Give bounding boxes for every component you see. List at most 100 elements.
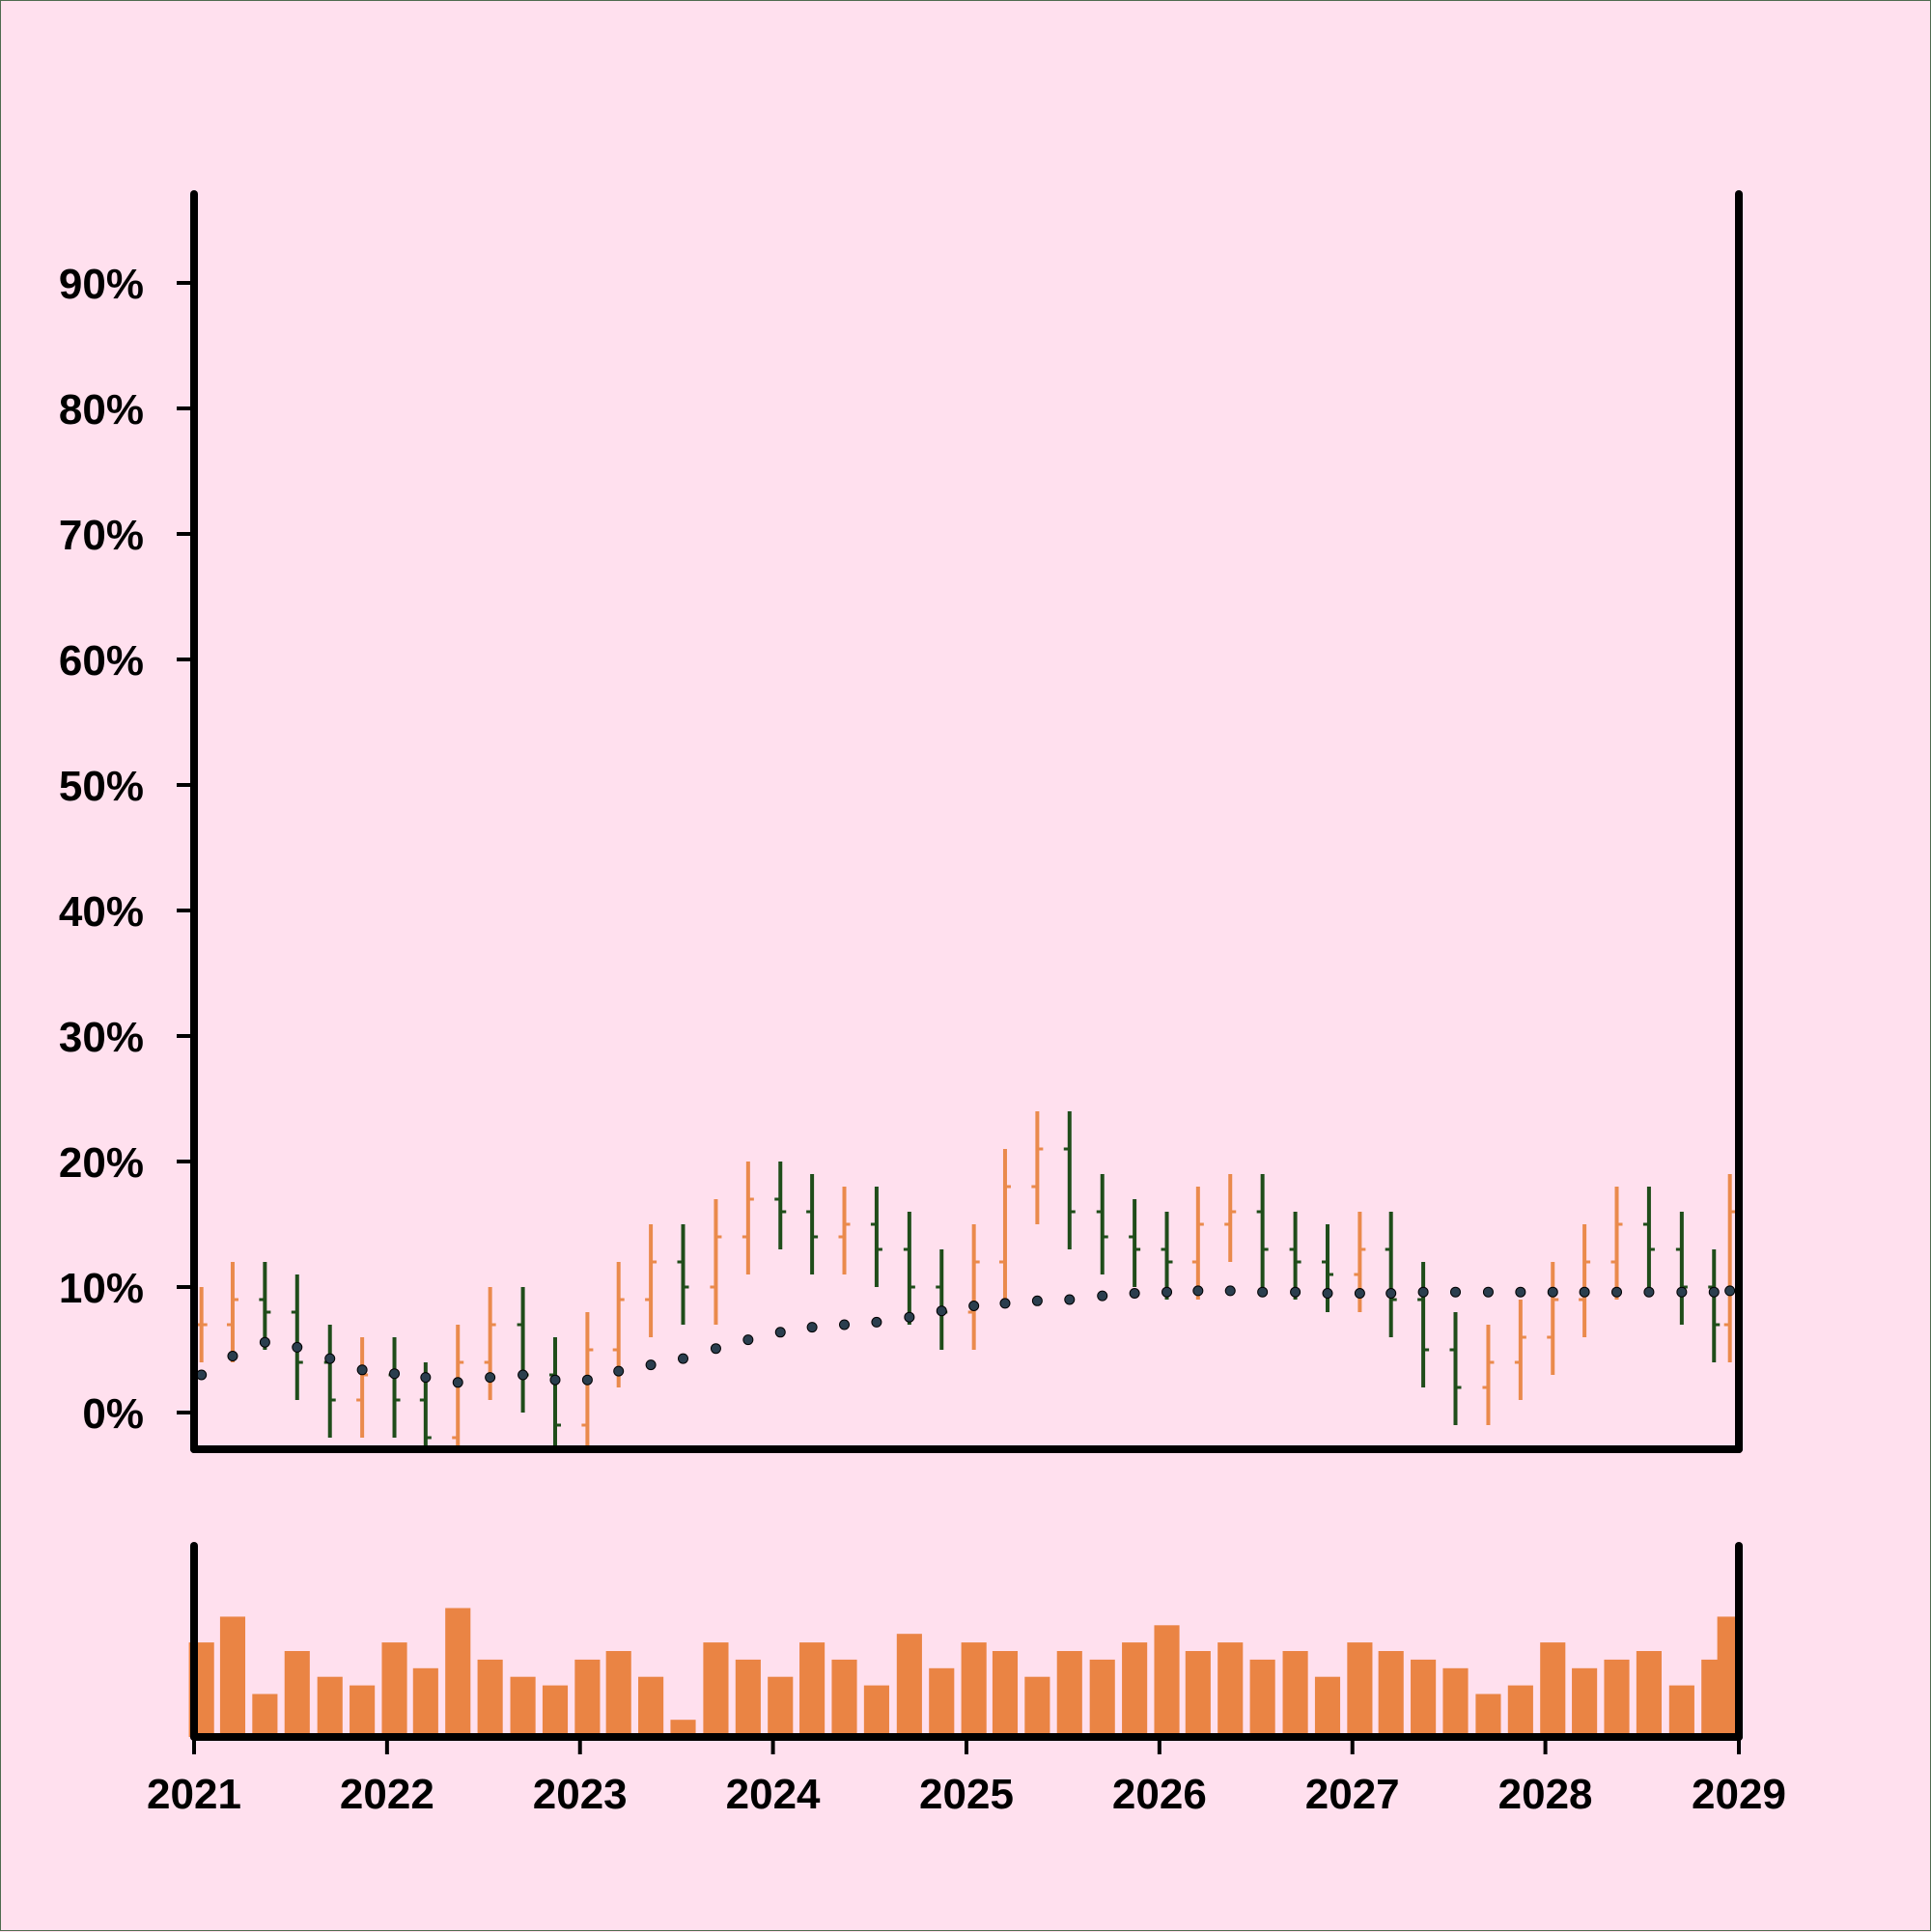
volume-bar bbox=[863, 1685, 889, 1737]
moving-average-dot bbox=[1579, 1286, 1590, 1298]
moving-average-dot bbox=[806, 1322, 818, 1333]
volume-bar bbox=[1347, 1642, 1373, 1737]
moving-average-dot bbox=[710, 1343, 721, 1355]
volume-bar bbox=[252, 1694, 278, 1737]
volume-bar bbox=[574, 1659, 601, 1737]
moving-average-dot bbox=[1385, 1288, 1397, 1299]
moving-average-dot bbox=[259, 1336, 270, 1348]
moving-average-dot bbox=[1290, 1286, 1301, 1298]
moving-average-dot bbox=[1031, 1295, 1043, 1306]
moving-average-dot bbox=[1161, 1286, 1173, 1298]
moving-average-dot bbox=[420, 1372, 432, 1384]
moving-average-dot bbox=[1547, 1286, 1558, 1298]
y-tick-label: 20% bbox=[59, 1139, 144, 1187]
volume-bar bbox=[1636, 1651, 1662, 1737]
volume-bar bbox=[1249, 1659, 1275, 1737]
moving-average-dot bbox=[324, 1353, 336, 1364]
volume-bar bbox=[1668, 1685, 1694, 1737]
x-tick-label: 2022 bbox=[340, 1771, 434, 1818]
moving-average-dot bbox=[485, 1372, 496, 1384]
moving-average-dot bbox=[1676, 1286, 1688, 1298]
x-axis-ticks: 2021 2022 2023 2024 2025 2026 2027 2028 2029 bbox=[147, 1737, 1786, 1818]
volume-bar bbox=[1122, 1642, 1148, 1737]
y-tick-label: 50% bbox=[59, 763, 144, 810]
moving-average-dot bbox=[227, 1351, 238, 1361]
volume-bar bbox=[1282, 1651, 1308, 1737]
moving-average-dot bbox=[356, 1364, 368, 1376]
moving-average-dot bbox=[999, 1298, 1011, 1309]
moving-average-dot bbox=[1611, 1286, 1623, 1298]
volume-bar bbox=[831, 1659, 857, 1737]
moving-average-dot bbox=[292, 1341, 303, 1353]
volume-bar bbox=[219, 1616, 246, 1737]
x-tick-label: 2024 bbox=[726, 1771, 821, 1818]
moving-average-dot bbox=[1417, 1286, 1429, 1298]
moving-average-dot bbox=[839, 1319, 851, 1330]
x-tick-label: 2021 bbox=[147, 1771, 241, 1818]
volume-bar bbox=[510, 1676, 536, 1737]
x-tick-label: 2025 bbox=[919, 1771, 1014, 1818]
moving-average-dot bbox=[1354, 1288, 1365, 1299]
moving-average-dot bbox=[1192, 1285, 1204, 1297]
x-tick-label: 2028 bbox=[1498, 1771, 1593, 1818]
volume-bar bbox=[1024, 1676, 1050, 1737]
volume-bar bbox=[1475, 1694, 1501, 1737]
moving-average-dot bbox=[1482, 1286, 1494, 1298]
volume-bar bbox=[477, 1659, 503, 1737]
moving-average-dot bbox=[968, 1301, 980, 1311]
moving-average-dot bbox=[1450, 1286, 1462, 1298]
moving-average-dot bbox=[1322, 1288, 1333, 1299]
volume-bar bbox=[1056, 1651, 1082, 1737]
volume-bars bbox=[188, 1608, 1743, 1737]
volume-bar bbox=[1378, 1651, 1404, 1737]
moving-average-dot bbox=[1643, 1286, 1655, 1298]
volume-bar bbox=[542, 1685, 569, 1737]
moving-average-dot bbox=[389, 1368, 401, 1380]
y-tick-label: 60% bbox=[59, 637, 144, 685]
y-tick-label: 90% bbox=[59, 261, 144, 308]
moving-average-dot bbox=[936, 1305, 947, 1317]
volume-bar bbox=[735, 1659, 761, 1737]
volume-bar bbox=[799, 1642, 826, 1737]
volume-bar bbox=[350, 1685, 376, 1737]
volume-bar bbox=[412, 1667, 438, 1737]
moving-average-dot bbox=[678, 1353, 689, 1364]
x-tick-label: 2023 bbox=[533, 1771, 628, 1818]
y-tick-label: 70% bbox=[59, 512, 144, 559]
y-axis-ticks: 0% 10% 20% 30% 40% 50% 60% 70% 80% 90% bbox=[59, 261, 194, 1438]
volume-bar bbox=[1411, 1659, 1437, 1737]
y-tick-label: 0% bbox=[82, 1390, 144, 1438]
volume-bar bbox=[638, 1676, 664, 1737]
volume-bar bbox=[1314, 1676, 1341, 1737]
moving-average-dot bbox=[1257, 1286, 1269, 1298]
volume-bar bbox=[896, 1634, 922, 1737]
moving-average-dot bbox=[518, 1369, 529, 1381]
volume-bar bbox=[1154, 1625, 1180, 1737]
moving-average-dot bbox=[581, 1374, 593, 1386]
moving-average-dot bbox=[645, 1359, 657, 1371]
moving-average-dot bbox=[549, 1374, 561, 1386]
moving-average-dot bbox=[1064, 1294, 1076, 1305]
moving-average-dot bbox=[1224, 1285, 1236, 1297]
volume-bar bbox=[381, 1642, 407, 1737]
volume-bar bbox=[929, 1667, 955, 1737]
y-tick-label: 40% bbox=[59, 888, 144, 936]
axes bbox=[190, 190, 1743, 1741]
moving-average-dot bbox=[452, 1377, 463, 1388]
volume-bar bbox=[1507, 1685, 1533, 1737]
moving-average-dot bbox=[1097, 1290, 1108, 1302]
moving-average-dot bbox=[1129, 1288, 1140, 1299]
volume-bar bbox=[1604, 1659, 1630, 1737]
x-tick-label: 2026 bbox=[1112, 1771, 1207, 1818]
moving-average-dot bbox=[196, 1369, 208, 1381]
volume-bar bbox=[670, 1720, 696, 1737]
volume-bar bbox=[1185, 1651, 1211, 1737]
volume-bar bbox=[445, 1608, 471, 1737]
x-tick-label: 2029 bbox=[1692, 1771, 1786, 1818]
volume-bar bbox=[1089, 1659, 1115, 1737]
moving-average-dot bbox=[871, 1316, 882, 1328]
moving-average-dot bbox=[774, 1327, 786, 1338]
volume-bar bbox=[1540, 1642, 1566, 1737]
